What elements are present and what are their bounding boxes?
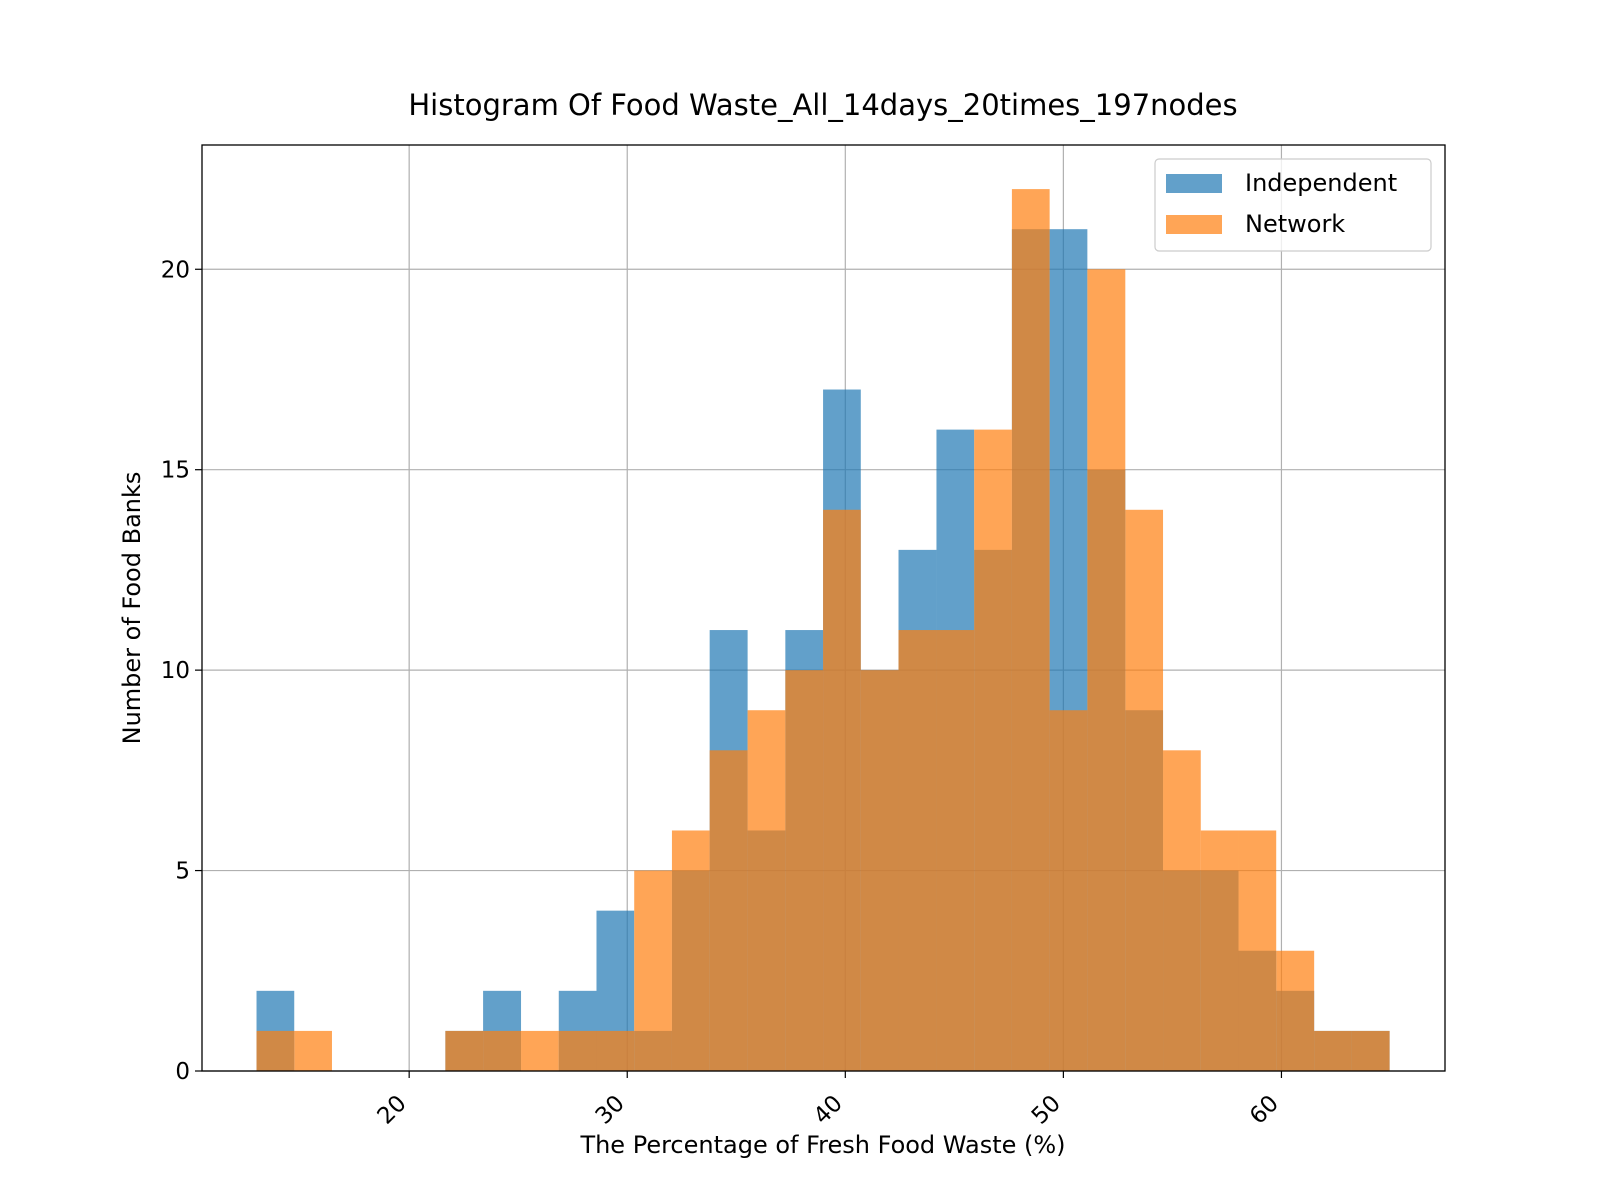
histogram-bar-network xyxy=(898,630,937,1071)
legend-frame xyxy=(1154,158,1432,252)
histogram-bar-network xyxy=(256,1030,295,1071)
histogram-bar-network xyxy=(1011,189,1050,1072)
histogram-bar-network xyxy=(445,1030,484,1071)
histogram-bar-network xyxy=(785,670,824,1071)
histogram-bar-network xyxy=(1163,750,1201,1071)
histogram-bar-network xyxy=(294,1030,332,1071)
x-tick-label: 60 xyxy=(1245,1091,1284,1130)
y-tick-label: 10 xyxy=(161,658,190,684)
y-tick-label: 20 xyxy=(161,257,190,283)
y-tick-label: 0 xyxy=(175,1059,190,1085)
histogram-bar-network xyxy=(860,670,899,1071)
histogram-bar-network xyxy=(1087,269,1126,1071)
histogram-bar-network xyxy=(596,1030,635,1071)
histogram-bar-network xyxy=(1276,950,1315,1071)
legend: Independent Network xyxy=(1154,158,1432,252)
histogram-bar-network xyxy=(671,830,710,1071)
histogram-bar-network xyxy=(1238,830,1277,1071)
x-axis-label: The Percentage of Fresh Food Waste (%) xyxy=(579,1131,1065,1159)
y-tick-label: 5 xyxy=(175,859,190,885)
histogram-bar-network xyxy=(709,750,748,1071)
legend-label-network: Network xyxy=(1245,210,1345,238)
legend-swatch-network xyxy=(1166,215,1222,234)
x-tick-label: 50 xyxy=(1027,1091,1066,1130)
histogram-bar-network xyxy=(936,630,975,1071)
chart-title: Histogram Of Food Waste_All_14days_20tim… xyxy=(408,88,1237,122)
y-tick-label: 15 xyxy=(161,458,190,484)
x-tick-label: 20 xyxy=(373,1091,412,1130)
legend-swatch-independent xyxy=(1166,174,1222,193)
y-axis-label: Number of Food Banks xyxy=(118,472,146,745)
histogram-bar-network xyxy=(1314,1030,1352,1071)
histogram-bar-network xyxy=(483,1030,522,1071)
legend-label-independent: Independent xyxy=(1245,169,1397,197)
x-tick-label: 30 xyxy=(591,1091,630,1130)
histogram-bar-network xyxy=(1125,509,1164,1072)
histogram-bar-network xyxy=(974,429,1012,1071)
x-tick-label: 40 xyxy=(809,1091,848,1130)
histogram-bar-network xyxy=(1200,830,1239,1071)
plot-frame xyxy=(201,144,1446,1072)
histogram-bar-network xyxy=(558,1030,597,1071)
histogram-bar-network xyxy=(823,509,861,1072)
histogram-bar-network xyxy=(634,870,672,1071)
histogram-bar-network xyxy=(1049,710,1088,1071)
histogram-bar-network xyxy=(747,710,786,1071)
bars-layer xyxy=(256,189,1390,1072)
histogram-bar-network xyxy=(521,1030,559,1071)
histogram-bar-network xyxy=(1351,1030,1390,1071)
